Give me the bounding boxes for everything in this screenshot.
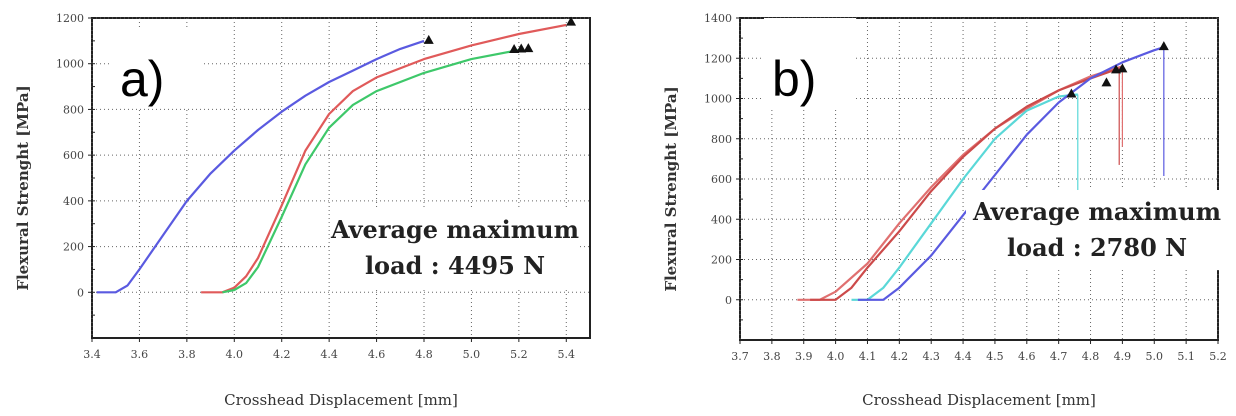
failure-marker: [423, 34, 434, 44]
x-tick-label: 3.6: [131, 348, 149, 361]
panel-label-background: [764, 18, 856, 108]
x-tick-label: 3.8: [178, 348, 196, 361]
x-tick-label: 4.3: [922, 350, 940, 363]
y-tick-label: 600: [63, 149, 84, 162]
x-tick-label: 5.2: [510, 348, 528, 361]
panel-label-background: [112, 28, 204, 108]
x-tick-label: 4.8: [415, 348, 433, 361]
x-tick-label: 5.4: [558, 348, 576, 361]
panel-label: a): [120, 51, 164, 107]
series-line-a-2: [201, 23, 567, 294]
chart-b-svg: 3.7 3.8 3.9 4.0 4.1 4.2 4.3 4.4 4.5 4.6 4.7 4.8 4.9 5…: [662, 12, 1228, 409]
y-tick-label: 1000: [56, 58, 84, 71]
series-line-a-3: [222, 48, 520, 294]
y-tick-label: 600: [711, 173, 732, 186]
chart-a-svg: 3.4 3.6 3.8 4.0 4.2 4.4 4.6 4.8 5.0 5.2 5.4 0 200 400…: [14, 12, 591, 409]
x-tick-label: 4.4: [320, 348, 338, 361]
y-tick-label: 0: [725, 294, 732, 307]
annotation-background: [330, 208, 580, 288]
x-tick-label: 4.1: [859, 350, 877, 363]
annotation-text: Average maximum: [972, 197, 1221, 226]
x-axis-label: Crosshead Displacement [mm]: [224, 391, 458, 409]
failure-marker: [516, 43, 527, 53]
series-line-a-1: [96, 39, 425, 294]
y-tick-label: 400: [63, 195, 84, 208]
x-tick-label: 4.2: [891, 350, 909, 363]
x-axis-label: Crosshead Displacement [mm]: [862, 391, 1096, 409]
annotation-text: load : 4495 N: [365, 251, 545, 280]
x-tick-label: 5.0: [1146, 350, 1164, 363]
series-line-b-3: [851, 93, 1078, 301]
x-tick-label: 4.7: [1050, 350, 1068, 363]
y-tick-label: 1400: [704, 12, 732, 25]
x-tick-label: 3.9: [795, 350, 813, 363]
x-tick-label: 5.1: [1177, 350, 1195, 363]
x-tick-label: 5.0: [463, 348, 481, 361]
chart-panel-b: 3.7 3.8 3.9 4.0 4.1 4.2 4.3 4.4 4.5 4.6 4.7 4.8 4.9 5…: [636, 0, 1236, 416]
x-tick-label: 4.5: [986, 350, 1004, 363]
failure-marker: [1066, 88, 1077, 98]
x-tick-label: 4.0: [827, 350, 845, 363]
failure-marker: [1101, 77, 1112, 87]
failure-marker: [523, 43, 534, 53]
failure-marker: [1158, 41, 1169, 51]
x-tick-label: 4.2: [273, 348, 291, 361]
x-tick-label: 4.0: [226, 348, 244, 361]
y-tick-label: 800: [711, 133, 732, 146]
x-tick-label: 3.7: [731, 350, 749, 363]
annotation-text: load : 2780 N: [1007, 233, 1187, 262]
y-axis-label: Flexural Strenght [MPa]: [14, 85, 32, 290]
y-tick-label: 0: [77, 286, 84, 299]
x-tick-label: 4.8: [1082, 350, 1100, 363]
x-tick-label: 3.4: [83, 348, 101, 361]
chart-panel-a: 3.4 3.6 3.8 4.0 4.2 4.4 4.6 4.8 5.0 5.2 5.4 0 200 400…: [0, 0, 600, 416]
y-tick-label: 200: [711, 254, 732, 267]
y-tick-label: 400: [711, 213, 732, 226]
x-tick-label: 4.9: [1114, 350, 1132, 363]
series-line-b-4: [857, 46, 1165, 301]
x-tick-label: 4.6: [368, 348, 386, 361]
x-tick-label: 4.4: [954, 350, 972, 363]
y-tick-label: 1200: [704, 52, 732, 65]
x-tick-label: 5.2: [1209, 350, 1227, 363]
y-axis-label: Flexural Strenght [MPa]: [662, 86, 680, 291]
y-tick-label: 1000: [704, 93, 732, 106]
y-tick-label: 200: [63, 241, 84, 254]
failure-marker: [1117, 63, 1128, 73]
annotation-text: Average maximum: [330, 215, 579, 244]
failure-marker: [566, 16, 577, 26]
panel-label: b): [772, 51, 816, 107]
series-line-b-2: [810, 67, 1120, 301]
x-tick-label: 3.8: [763, 350, 781, 363]
y-tick-label: 1200: [56, 12, 84, 25]
failure-marker: [509, 44, 520, 53]
y-tick-label: 800: [63, 103, 84, 116]
x-tick-label: 4.6: [1018, 350, 1036, 363]
annotation-background: [966, 190, 1228, 270]
